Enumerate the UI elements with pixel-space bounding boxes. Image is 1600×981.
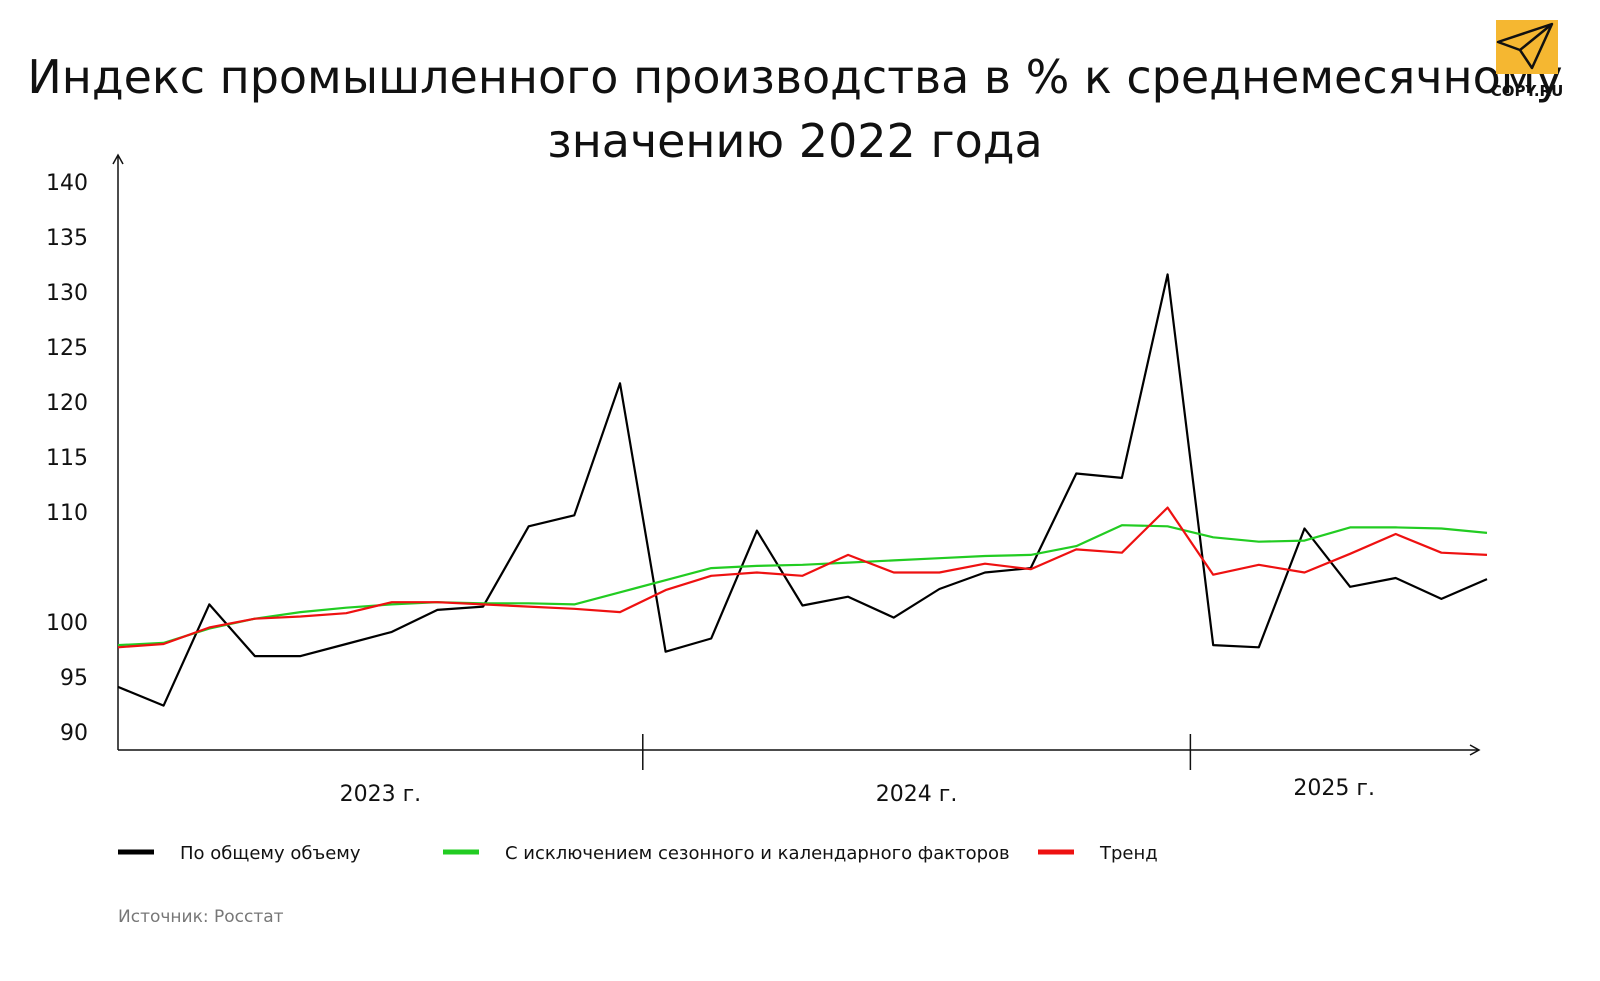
legend-label: По общему объему <box>180 843 361 864</box>
y-tick-label: 90 <box>60 721 88 746</box>
y-tick-label: 95 <box>60 666 88 691</box>
logo-text: COPY.RU <box>1491 82 1564 100</box>
source-note: Источник: Росстат <box>118 907 284 927</box>
y-tick-label: 115 <box>46 446 88 471</box>
chart-title-line2: значению 2022 года <box>547 114 1043 168</box>
series-lines <box>117 273 1488 707</box>
y-axis-ticks: 90 95 100 110 115 120 125 130 135 140 <box>46 171 88 746</box>
x-axis-arrow-icon <box>1469 744 1481 756</box>
legend-label: Тренд <box>1099 843 1158 864</box>
x-axis-year-groups: 2023 г. 2024 г. 2025 г. <box>340 734 1375 807</box>
year-label: 2025 г. <box>1293 776 1375 801</box>
year-label: 2023 г. <box>340 782 422 807</box>
y-tick-label: 130 <box>46 281 88 306</box>
y-tick-label: 110 <box>46 501 88 526</box>
legend: По общему объему С исключением сезонного … <box>118 843 1158 864</box>
year-label: 2024 г. <box>876 782 958 807</box>
axes <box>112 153 1481 756</box>
series-line-2 <box>117 524 1488 647</box>
y-tick-label: 120 <box>46 391 88 416</box>
y-axis-arrow-icon <box>112 153 124 165</box>
paper-plane-icon <box>1496 22 1554 70</box>
y-tick-label: 125 <box>46 336 88 361</box>
y-tick-label: 135 <box>46 226 88 251</box>
legend-label: С исключением сезонного и календарного ф… <box>505 843 1010 864</box>
logo: COPY.RU <box>1491 20 1564 100</box>
series-line-1 <box>117 273 1488 707</box>
y-tick-label: 100 <box>46 611 88 636</box>
y-tick-label: 140 <box>46 171 88 196</box>
series-line-3 <box>117 506 1488 649</box>
chart-title-line1: Индекс промышленного производства в % к … <box>27 50 1562 104</box>
